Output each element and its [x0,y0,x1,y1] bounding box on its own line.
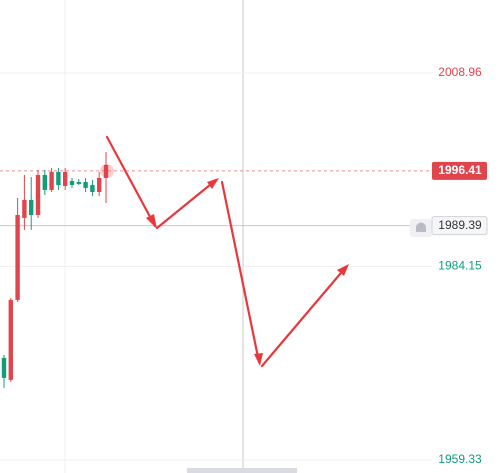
candle-body [8,299,13,380]
candle-body [76,181,81,184]
arrow-head [254,353,263,366]
candle-body [29,199,34,215]
price-axis: 2008.96 1984.15 1959.33 1996.41 1989.39 [431,65,488,466]
candle-body [42,174,47,190]
arrow [260,265,348,368]
crosshair-box [431,216,488,236]
candle-body [1,357,7,378]
arrow-head [146,214,157,229]
candle-body [49,171,54,190]
y-tick-label: 2008.96 [438,65,482,79]
candle-body [15,214,20,300]
last-price-pulse [100,164,114,178]
candle-body [69,180,75,185]
crosshair-label: 1989.39 [438,218,482,232]
arrow-head [337,264,349,276]
arrow [220,180,261,364]
y-tick-label: 1959.33 [438,452,482,466]
candle-body [90,184,95,192]
y-tick-label: 1984.15 [438,259,482,273]
candle-body [56,171,61,185]
last-price-box [432,161,487,180]
alert-bell [410,219,432,237]
candle-body [83,181,88,188]
scrollbar [187,468,297,473]
annotation-arrows [105,135,348,368]
arrow [155,178,218,230]
candle-body [103,164,109,178]
arrow [105,135,157,228]
bell-icon [416,222,426,232]
candle-body [63,171,68,186]
arrow-head [207,178,219,189]
candle-body [22,199,27,218]
last-price-label: 1996.41 [438,163,482,177]
candle-body [35,174,41,215]
arrow-heads [146,178,349,366]
plot [0,72,432,461]
candle-body [97,177,102,192]
